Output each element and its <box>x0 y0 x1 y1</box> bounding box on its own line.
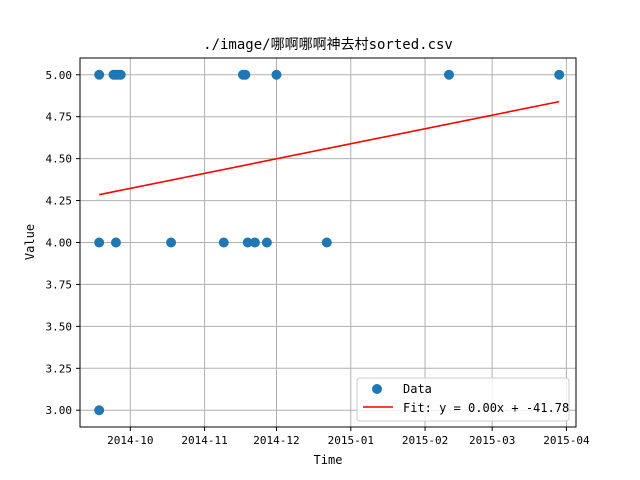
data-point <box>94 69 105 80</box>
data-point <box>110 237 121 248</box>
x-tick-label: 2014-11 <box>181 434 227 447</box>
legend: Data Fit: y = 0.00x + -41.78 <box>356 377 570 422</box>
x-axis-ticks: 2014-10 2014-11 2014-12 2015-01 2015-02 2015-… <box>107 427 590 447</box>
y-tick-label: 4.25 <box>46 195 73 208</box>
chart-title: ./image/哪啊哪啊神去村sorted.csv <box>203 37 453 53</box>
y-tick-label: 4.50 <box>46 153 73 166</box>
data-point <box>94 237 105 248</box>
data-point <box>321 237 332 248</box>
data-point <box>94 405 105 416</box>
y-tick-label: 4.00 <box>46 237 73 250</box>
x-axis-label: Time <box>314 453 343 467</box>
data-point <box>166 237 177 248</box>
data-point <box>554 69 565 80</box>
x-tick-label: 2015-01 <box>328 434 374 447</box>
data-points <box>94 69 565 416</box>
data-point <box>242 237 253 248</box>
x-tick-label: 2015-04 <box>543 434 590 447</box>
y-tick-label: 4.75 <box>46 111 73 124</box>
legend-data-marker <box>372 384 382 394</box>
data-point <box>240 69 251 80</box>
y-tick-label: 3.00 <box>46 404 73 417</box>
y-tick-label: 3.75 <box>46 278 73 291</box>
data-point <box>261 237 272 248</box>
x-tick-label: 2015-03 <box>469 434 515 447</box>
data-point <box>115 69 126 80</box>
y-axis-ticks: 3.00 3.25 3.50 3.75 4.00 4.25 4.50 4.75 5.00 <box>46 69 80 417</box>
data-point <box>444 69 455 80</box>
legend-box <box>356 377 570 422</box>
y-axis-label: Value <box>23 224 37 260</box>
fit-line <box>99 100 560 196</box>
legend-data-label: Data <box>403 382 432 396</box>
data-point <box>271 69 282 80</box>
y-tick-label: 3.25 <box>46 362 73 375</box>
plot-frame <box>79 57 577 428</box>
grid <box>80 58 576 427</box>
y-tick-label: 3.50 <box>46 320 73 333</box>
fit-line-layer <box>99 100 560 196</box>
x-tick-label: 2015-02 <box>402 434 448 447</box>
x-tick-label: 2014-12 <box>253 434 299 447</box>
y-tick-label: 5.00 <box>46 69 73 82</box>
data-point <box>218 237 229 248</box>
data-point <box>249 237 260 248</box>
x-tick-label: 2014-10 <box>107 434 153 447</box>
legend-fit-label: Fit: y = 0.00x + -41.78 <box>403 401 569 415</box>
